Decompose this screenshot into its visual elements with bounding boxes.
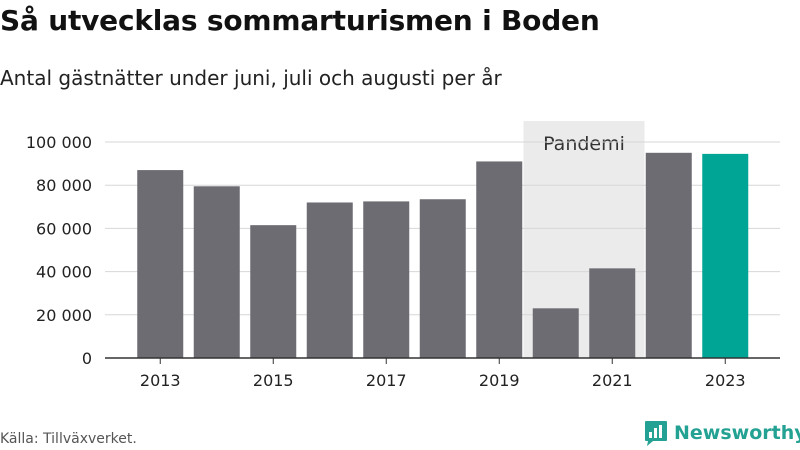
logo-text: Newsworthy xyxy=(674,422,800,444)
bar-2023 xyxy=(702,153,749,358)
x-tick-label: 2017 xyxy=(366,371,407,390)
x-tick-label: 2023 xyxy=(705,371,746,390)
y-tick-label: 80 000 xyxy=(36,176,92,195)
y-tick-label: 20 000 xyxy=(36,306,92,325)
y-tick-label: 0 xyxy=(82,349,92,368)
bar-2016 xyxy=(306,202,353,358)
bar-2020 xyxy=(532,308,579,358)
chart-subtitle: Antal gästnätter under juni, juli och au… xyxy=(0,66,502,90)
pandemic-label: Pandemi xyxy=(543,133,625,155)
bar-2015 xyxy=(250,225,297,358)
x-tick-label: 2019 xyxy=(479,371,520,390)
y-tick-label: 40 000 xyxy=(36,263,92,282)
bar-2022 xyxy=(645,152,692,358)
newsworthy-logo: Newsworthy xyxy=(644,420,800,446)
x-tick-label: 2013 xyxy=(140,371,181,390)
x-tick-label: 2021 xyxy=(592,371,633,390)
newsworthy-chart-bubble-icon xyxy=(645,421,667,446)
bar-chart: Pandemi 0 20 000 40 000 60 000 80 000 100 000 2… xyxy=(26,121,780,390)
bar-2017 xyxy=(363,201,410,358)
bar-2018 xyxy=(419,199,466,358)
chart-title: Så utvecklas sommarturismen i Boden xyxy=(0,4,600,37)
y-tick-label: 100 000 xyxy=(26,133,92,152)
x-tick-label: 2015 xyxy=(253,371,294,390)
bar-2014 xyxy=(193,186,240,358)
bar-2021 xyxy=(589,268,636,358)
bar-2019 xyxy=(476,161,523,358)
y-tick-label: 60 000 xyxy=(36,219,92,238)
source-note: Källa: Tillväxverket. xyxy=(0,431,137,447)
bar-2013 xyxy=(137,170,184,358)
